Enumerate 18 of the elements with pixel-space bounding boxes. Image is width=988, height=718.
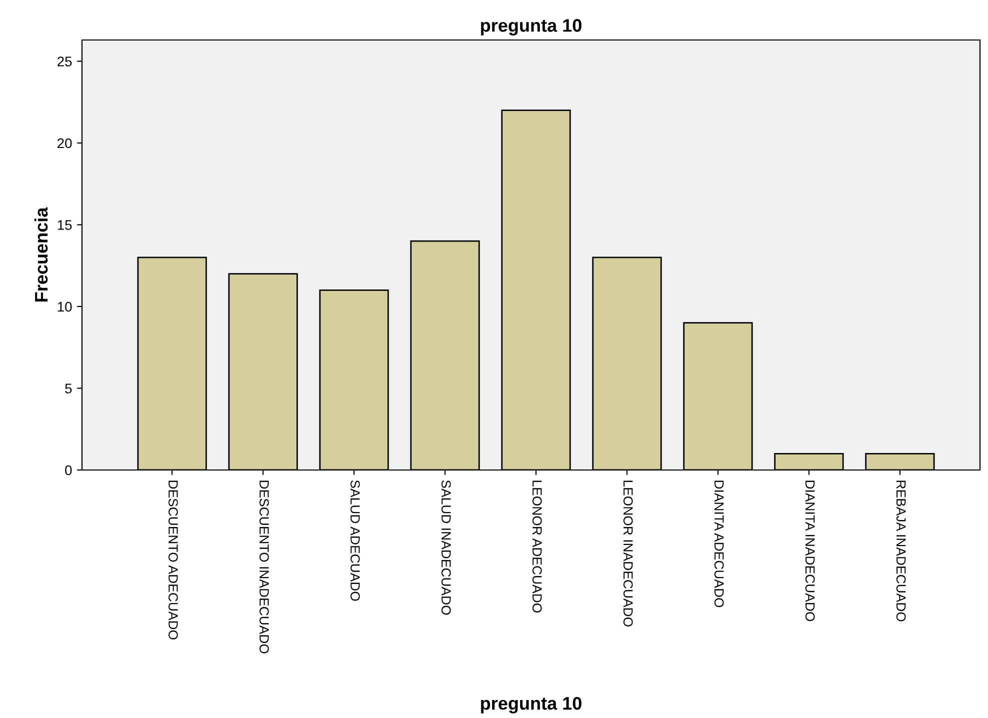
x-tick-label: SALUD INADECUADO: [441, 480, 451, 615]
x-axis-title: pregunta 10: [481, 696, 582, 714]
y-axis-title: Frecuencia: [34, 207, 48, 302]
x-tick-label: DIANITA ADECUADO: [714, 480, 724, 608]
y-tick-label: 20: [58, 138, 72, 148]
y-tick-label: 25: [58, 56, 72, 66]
y-tick-label: 15: [58, 220, 72, 230]
y-tick-label: 5: [65, 384, 72, 394]
y-tick-label: 0: [65, 465, 72, 476]
x-tick-label: LEONOR ADECUADO: [532, 480, 542, 613]
x-tick-label: LEONOR INADECUADO: [623, 480, 633, 626]
x-tick-label: DESCUENTO INADECUADO: [260, 480, 269, 654]
chart-title: pregunta 10: [481, 19, 582, 36]
y-tick-label: 10: [58, 302, 72, 312]
x-tick-label: DESCUENTO ADECUADO: [168, 480, 178, 640]
x-tick-label: DIANITA INADECUADO: [805, 480, 815, 622]
x-tick-label: SALUD ADECUADO: [350, 480, 360, 601]
x-tick-label: REBAJA INADECUADO: [896, 480, 906, 622]
